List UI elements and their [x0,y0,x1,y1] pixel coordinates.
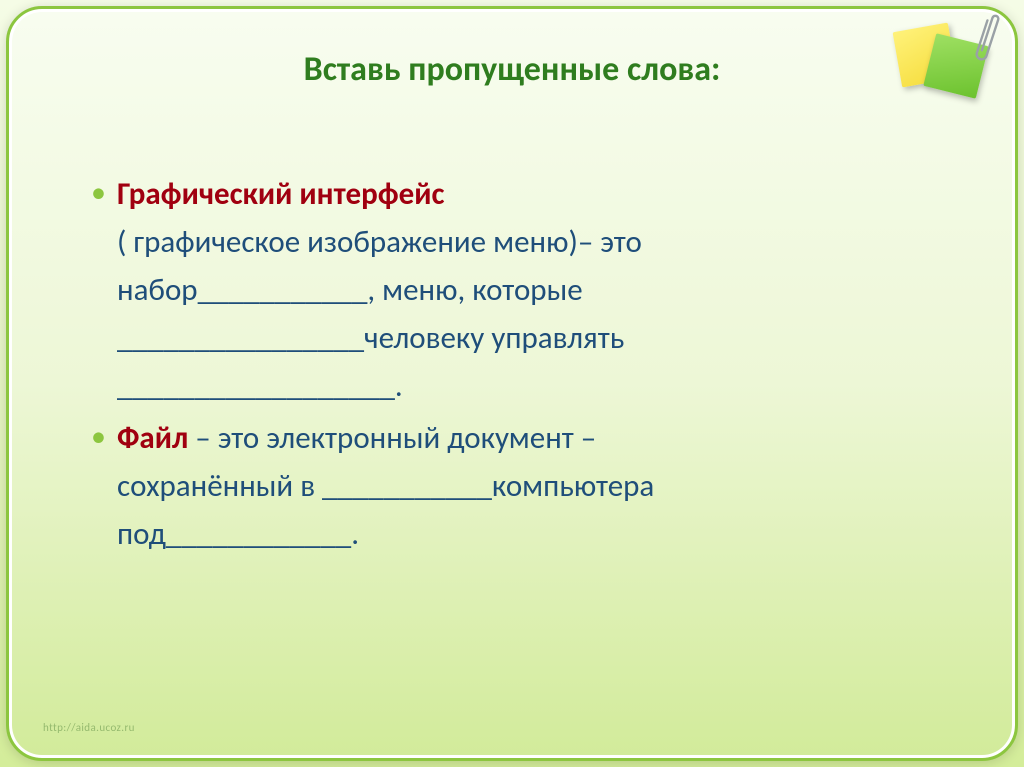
fill-in-line: сохранённый в ___________компьютера [91,462,949,510]
bullet-item-2: Файл – это электронный документ – [91,414,949,462]
fill-in-line: __________________. [91,362,949,410]
slide-content: Графический интерфейс ( графическое изоб… [91,170,949,558]
slide-frame: Вставь пропущенные слова: Графический ин… [6,6,1018,761]
slide-area: Вставь пропущенные слова: Графический ин… [21,21,1003,746]
term-graphical-interface: Графический интерфейс [117,175,444,213]
fill-in-line: ________________человеку управлять [91,314,949,362]
fill-in-inline: – это электронный документ – [188,419,596,457]
corner-decoration [871,9,1011,129]
fill-in-line: набор___________, меню, которые [91,266,949,314]
fill-in-line: ( графическое изображение меню)– это [91,218,949,266]
fill-in-line: под____________. [91,510,949,558]
slide-title: Вставь пропущенные слова: [21,49,1003,90]
term-file: Файл [117,419,188,457]
bullet-item-1: Графический интерфейс [91,170,949,218]
paperclip-icon [966,9,1005,73]
watermark-text: http://aida.ucoz.ru [43,721,135,734]
